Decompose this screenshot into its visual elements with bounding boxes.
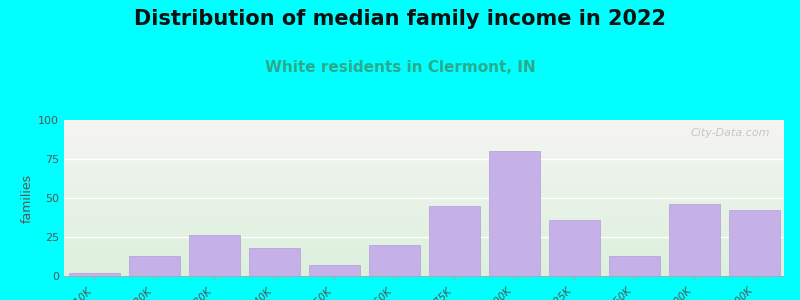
Bar: [549, 220, 599, 276]
Text: City-Data.com: City-Data.com: [690, 128, 770, 138]
Bar: [129, 256, 179, 276]
Bar: [729, 211, 779, 276]
Bar: [669, 204, 719, 276]
Bar: [429, 206, 479, 276]
Text: Distribution of median family income in 2022: Distribution of median family income in …: [134, 9, 666, 29]
Text: White residents in Clermont, IN: White residents in Clermont, IN: [265, 60, 535, 75]
Bar: [69, 273, 119, 276]
Bar: [609, 256, 659, 276]
Bar: [369, 245, 419, 276]
Bar: [309, 265, 359, 276]
Bar: [189, 236, 239, 276]
Bar: [489, 151, 539, 276]
Bar: [249, 248, 299, 276]
Y-axis label: families: families: [21, 173, 34, 223]
